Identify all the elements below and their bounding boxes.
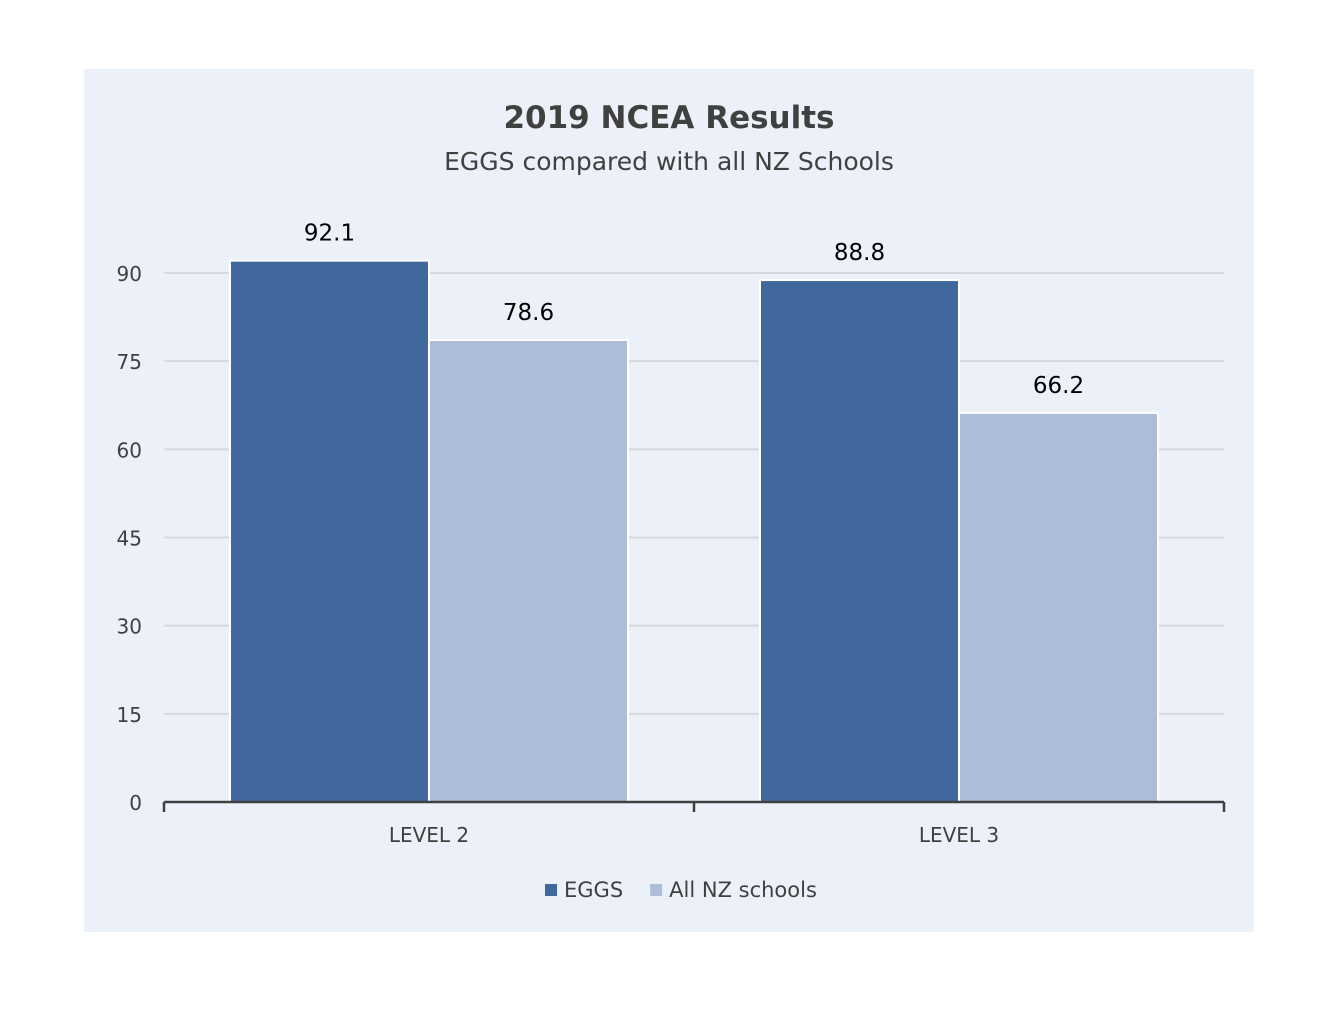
legend: EGGS All NZ schools bbox=[545, 878, 817, 902]
bar bbox=[229, 259, 430, 803]
bar bbox=[428, 339, 629, 803]
y-tick-label: 15 bbox=[117, 703, 142, 727]
data-label: 66.2 bbox=[1033, 373, 1084, 399]
y-tick-label: 45 bbox=[117, 527, 142, 551]
data-label: 88.8 bbox=[834, 240, 885, 266]
bars bbox=[229, 259, 1159, 803]
y-tick-label: 90 bbox=[117, 262, 142, 286]
y-tick-label: 75 bbox=[117, 350, 142, 374]
chart-subtitle: EGGS compared with all NZ Schools bbox=[444, 147, 894, 176]
y-axis-tick-labels: 0 15 30 45 60 75 90 bbox=[117, 262, 142, 815]
chart-title: 2019 NCEA Results bbox=[503, 100, 834, 136]
legend-swatch bbox=[650, 884, 663, 896]
y-tick-label: 0 bbox=[129, 791, 142, 815]
y-tick-label: 60 bbox=[117, 438, 142, 462]
data-labels: 92.1 78.6 88.8 66.2 bbox=[304, 221, 1084, 399]
y-tick-label: 30 bbox=[117, 615, 142, 639]
data-label: 78.6 bbox=[503, 300, 554, 326]
bar bbox=[759, 279, 960, 803]
legend-swatch bbox=[545, 884, 557, 896]
legend-label: All NZ schools bbox=[669, 878, 817, 902]
x-category-label: LEVEL 2 bbox=[389, 823, 469, 847]
legend-label: EGGS bbox=[564, 878, 623, 902]
x-axis bbox=[162, 800, 1226, 812]
bar bbox=[958, 411, 1159, 803]
x-axis-category-labels: LEVEL 2 LEVEL 3 bbox=[389, 823, 999, 847]
data-label: 92.1 bbox=[304, 221, 355, 247]
x-category-label: LEVEL 3 bbox=[919, 823, 999, 847]
